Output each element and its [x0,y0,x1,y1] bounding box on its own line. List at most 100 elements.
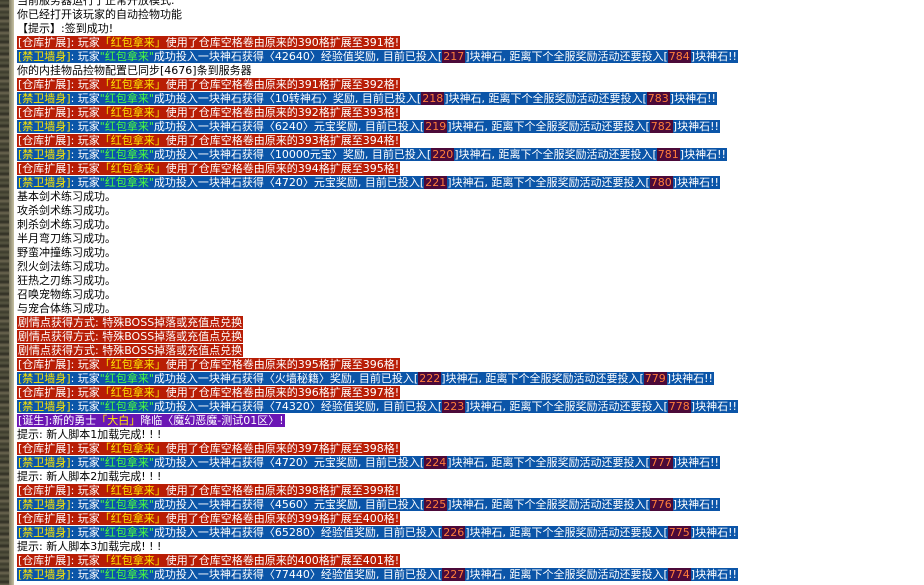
log-text-part: [ [18,50,23,63]
log-text-part: 「红包拿来」 [99,512,166,525]
log-text-part: "红包拿来" [99,568,154,581]
log-text-part: [禁卫墙身] [18,120,71,133]
log-line: [仓库扩展]: 玩家「红包拿来」使用了仓库空格卷由原来的398格扩展至399格! [17,484,917,498]
log-text-part: 使用了仓库空格卷由原来的400格扩展至401格! [165,554,400,567]
log-text-part: 剧情点获得方式: 特殊BOSS掉落或充值点兑换 [18,330,243,343]
log-line-text: [禁卫墙身]: 玩家"红包拿来"成功投入一块神石获得〈6240〉元宝奖励, 目前… [17,120,720,133]
log-line: [禁卫墙身]: 玩家"红包拿来"成功投入一块神石获得〈10转神石〉奖励, 目前已… [17,92,917,106]
log-text-part: [禁卫墙身] [18,526,71,539]
log-text-part: 使用了仓库空格卷由原来的392格扩展至393格! [165,106,400,119]
log-line: 提示: 新人脚本3加载完成! ! ! [17,540,917,554]
log-line-text: 剧情点获得方式: 特殊BOSS掉落或充值点兑换 [17,316,244,329]
log-line-text: [禁卫墙身]: 玩家"红包拿来"成功投入一块神石获得〈74320〉经验值奖励, … [17,400,738,413]
log-text-part: 使用了仓库空格卷由原来的398格扩展至399格! [165,484,400,497]
log-text-part: 烈火剑法练习成功。 [17,260,116,273]
log-text-part: 基本剑术练习成功。 [17,190,116,203]
log-text-part: [仓库扩展]: 玩家 [18,162,100,175]
log-line: 你的内挂物品捡物配置已同步[4676]条到服务器 [17,64,917,78]
log-text-part: 「红包拿来」 [99,162,166,175]
log-number: 224 [424,456,448,469]
game-window-left-border [0,0,14,585]
log-line: [仓库扩展]: 玩家「红包拿来」使用了仓库空格卷由原来的393格扩展至394格! [17,134,917,148]
log-text-part: "红包拿来" [99,120,154,133]
log-text-part: 成功投入一块神石获得〈4560〉元宝奖励, 目前已投入[ [153,498,425,511]
log-text-part: 成功投入一块神石获得〈4720〉元宝奖励, 目前已投入[ [153,456,425,469]
log-text-part: : 玩家 [70,372,100,385]
log-number: 219 [424,120,448,133]
log-text-part: ]块神石!! [690,568,737,581]
log-line-text: [仓库扩展]: 玩家「红包拿来」使用了仓库空格卷由原来的400格扩展至401格! [17,554,401,567]
log-line: 野蛮冲撞练习成功。 [17,246,917,260]
log-line: [禁卫墙身]: 玩家"红包拿来"成功投入一块神石获得〈74320〉经验值奖励, … [17,400,917,414]
log-text-part: : 玩家 [70,526,100,539]
log-line: [诞生]:新的勇士「大白」降临〈魔幻恶魔-测试01区〉! [17,414,917,428]
log-line-text: 提示: 新人脚本3加载完成! ! ! [17,540,161,553]
log-text-part: [禁卫墙身] [18,400,71,413]
log-text-part: [仓库扩展]: 玩家 [18,106,100,119]
log-text-part: 使用了仓库空格卷由原来的395格扩展至396格! [165,358,400,371]
log-line-text: [禁卫墙身]: 玩家"红包拿来"成功投入一块神石获得〈10000元宝〉奖励, 目… [17,148,727,161]
log-number: 782 [649,120,673,133]
log-line-text: [仓库扩展]: 玩家「红包拿来」使用了仓库空格卷由原来的397格扩展至398格! [17,442,401,455]
log-text-part: ]块神石!! [690,526,737,539]
log-line: [禁卫墙身]: 玩家"红包拿来"成功投入一块神石获得〈77440〉经验值奖励, … [17,568,917,582]
log-line: 剧情点获得方式: 特殊BOSS掉落或充值点兑换 [17,344,917,358]
log-line: 你已经打开该玩家的自动捡物功能 [17,8,917,22]
log-line-text: [诞生]:新的勇士「大白」降临〈魔幻恶魔-测试01区〉! [17,414,285,427]
log-number: 217 [442,50,466,63]
log-number: 776 [649,498,673,511]
log-text-part: 成功投入一块神石获得〈65280〉经验值奖励, 目前已投入[ [153,526,443,539]
log-line-text: 你已经打开该玩家的自动捡物功能 [17,8,182,21]
log-text-part: ]块神石!! [672,456,719,469]
log-line-text: [仓库扩展]: 玩家「红包拿来」使用了仓库空格卷由原来的396格扩展至397格! [17,386,401,399]
log-text-part: 成功投入一块神石获得〈6240〉元宝奖励, 目前已投入[ [153,120,425,133]
log-line-text: [禁卫墙身]: 玩家"红包拿来"成功投入一块神石获得〈77440〉经验值奖励, … [17,568,738,581]
log-text-part: : 玩家 [70,148,100,161]
log-text-part: 使用了仓库空格卷由原来的391格扩展至392格! [165,78,400,91]
log-text-part: ]块神石, 距离下个全服奖励活动还要投入[ [454,148,657,161]
log-text-part: [仓库扩展]: 玩家 [18,484,100,497]
log-text-part: [仓库扩展]: 玩家 [18,386,100,399]
log-number: 783 [646,92,670,105]
log-text-part: "红包拿来" [99,148,154,161]
log-text-part: 成功投入一块神石获得〈10000元宝〉奖励, 目前已投入[ [153,148,432,161]
log-line-text: 当前服务器运行于正常开放模式. [17,0,175,7]
log-text-part: 与宠合体练习成功。 [17,302,116,315]
log-line: 提示: 新人脚本2加载完成! ! ! [17,470,917,484]
log-text-part: ]块神石!! [669,92,716,105]
log-line: [仓库扩展]: 玩家「红包拿来」使用了仓库空格卷由原来的390格扩展至391格! [17,36,917,50]
log-line: 基本剑术练习成功。 [17,190,917,204]
log-text-part: ]块神石, 距离下个全服奖励活动还要投入[ [447,498,650,511]
log-line: [仓库扩展]: 玩家「红包拿来」使用了仓库空格卷由原来的397格扩展至398格! [17,442,917,456]
log-line-text: 基本剑术练习成功。 [17,190,116,203]
log-line: [禁卫墙身]: 玩家"红包拿来"成功投入一块神石获得〈4720〉元宝奖励, 目前… [17,176,917,190]
log-number: 779 [643,372,667,385]
log-text-part: 成功投入一块神石获得〈10转神石〉奖励, 目前已投入[ [153,92,422,105]
log-text-part: 降临〈魔幻恶魔-测试01区〉! [140,414,284,427]
log-text-part: 使用了仓库空格卷由原来的397格扩展至398格! [165,442,400,455]
log-text-part: 成功投入一块神石获得〈42640〉经验值奖励, 目前已投入[ [153,50,443,63]
log-line-text: 剧情点获得方式: 特殊BOSS掉落或充值点兑换 [17,330,244,343]
log-text-part: "红包拿来" [99,372,154,385]
log-text-part: ]块神石, 距离下个全服奖励活动还要投入[ [447,456,650,469]
log-line-text: [禁卫墙身]: 玩家"红包拿来"成功投入一块神石获得〈65280〉经验值奖励, … [17,526,738,539]
log-line: 狂热之刃练习成功。 [17,274,917,288]
log-text-part: 成功投入一块神石获得〈4720〉元宝奖励, 目前已投入[ [153,176,425,189]
log-text-part: 使用了仓库空格卷由原来的394格扩展至395格! [165,162,400,175]
log-text-part: [仓库扩展]: 玩家 [18,512,100,525]
log-text-part: 野蛮冲撞练习成功。 [17,246,116,259]
log-line: 与宠合体练习成功。 [17,302,917,316]
log-line-text: [禁卫墙身]: 玩家"红包拿来"成功投入一块神石获得〈42640〉经验值奖励, … [17,50,738,63]
log-line-text: 剧情点获得方式: 特殊BOSS掉落或充值点兑换 [17,344,244,357]
log-number: 780 [649,176,673,189]
log-text-part: [禁卫墙身] [18,92,71,105]
log-number: 226 [442,526,466,539]
log-number: 220 [431,148,455,161]
log-line-text: [仓库扩展]: 玩家「红包拿来」使用了仓库空格卷由原来的390格扩展至391格! [17,36,401,49]
log-text-part: : 玩家 [70,50,100,63]
log-number: 774 [667,568,691,581]
log-line: [禁卫墙身]: 玩家"红包拿来"成功投入一块神石获得〈65280〉经验值奖励, … [17,526,917,540]
log-text-part: ]块神石, 距离下个全服奖励活动还要投入[ [441,372,644,385]
log-line: [仓库扩展]: 玩家「红包拿来」使用了仓库空格卷由原来的394格扩展至395格! [17,162,917,176]
log-number: 222 [418,372,442,385]
